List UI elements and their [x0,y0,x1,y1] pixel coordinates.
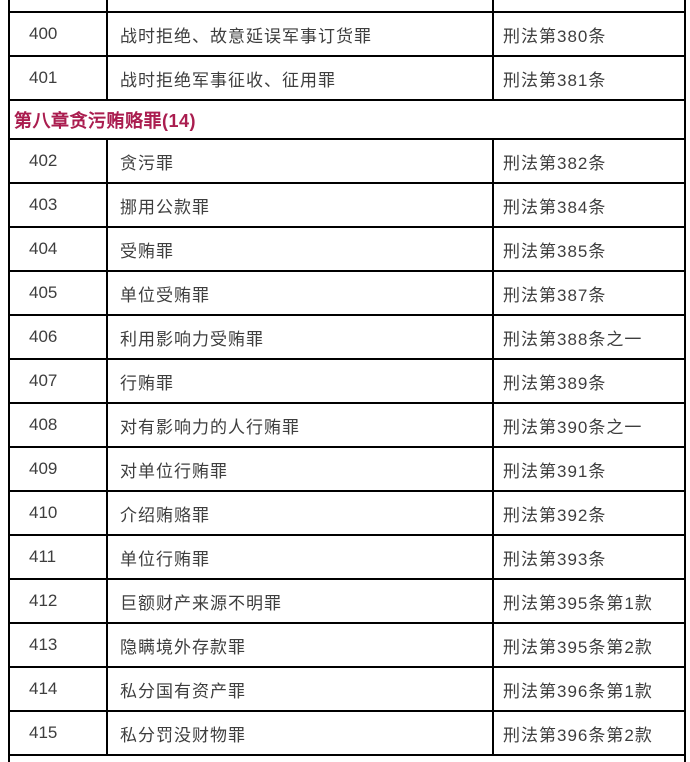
law-article-cell: 刑法第395条第2款 [492,622,686,668]
row-number-cell: 401 [8,55,108,101]
crime-name-cell: 利用影响力受贿罪 [106,314,494,360]
law-article-cell: 刑法第388条之一 [492,314,686,360]
row-number-cell: 409 [8,446,108,492]
crime-name-cell: 私分国有资产罪 [106,666,494,712]
crime-name-cell: 行贿罪 [106,358,494,404]
table-row: 405 单位受贿罪 刑法第387条 [8,270,686,316]
law-article-cell: 刑法第387条 [492,270,686,316]
crime-name-cell: 单位受贿罪 [106,270,494,316]
crime-name-cell: 巨额财产来源不明罪 [106,578,494,624]
table-row-clipped-top [8,0,686,13]
law-article-cell [492,0,686,13]
law-article-cell: 刑法第385条 [492,226,686,272]
table-row: 408 对有影响力的人行贿罪 刑法第390条之一 [8,402,686,448]
crime-name-cell [106,0,494,13]
law-article-cell: 刑法第396条第1款 [492,666,686,712]
table-row: 409 对单位行贿罪 刑法第391条 [8,446,686,492]
table-row: 400 战时拒绝、故意延误军事订货罪 刑法第380条 [8,11,686,57]
row-number-cell: 407 [8,358,108,404]
crime-name-cell: 单位行贿罪 [106,534,494,580]
table-row-clipped-bottom [8,754,686,762]
law-article-cell: 刑法第384条 [492,182,686,228]
row-number-cell: 402 [8,138,108,184]
table-row: 410 介绍贿赂罪 刑法第392条 [8,490,686,536]
table-row: 406 利用影响力受贿罪 刑法第388条之一 [8,314,686,360]
crime-name-cell: 战时拒绝军事征收、征用罪 [106,55,494,101]
crime-name-cell: 隐瞒境外存款罪 [106,622,494,668]
table-row: 414 私分国有资产罪 刑法第396条第1款 [8,666,686,712]
crime-list-table: 400 战时拒绝、故意延误军事订货罪 刑法第380条 401 战时拒绝军事征收、… [8,0,686,762]
crime-name-cell: 对有影响力的人行贿罪 [106,402,494,448]
crime-name-cell: 介绍贿赂罪 [106,490,494,536]
table-row: 412 巨额财产来源不明罪 刑法第395条第1款 [8,578,686,624]
row-number-cell: 405 [8,270,108,316]
law-article-cell: 刑法第391条 [492,446,686,492]
law-article-cell: 刑法第389条 [492,358,686,404]
row-number-cell: 415 [8,710,108,756]
row-number-cell: 414 [8,666,108,712]
row-number-cell: 413 [8,622,108,668]
table-row: 401 战时拒绝军事征收、征用罪 刑法第381条 [8,55,686,101]
table-row: 411 单位行贿罪 刑法第393条 [8,534,686,580]
row-number-cell: 411 [8,534,108,580]
law-article-cell: 刑法第381条 [492,55,686,101]
law-article-cell: 刑法第392条 [492,490,686,536]
table-row: 415 私分罚没财物罪 刑法第396条第2款 [8,710,686,756]
clipped-row-cell [8,754,686,762]
law-article-cell: 刑法第396条第2款 [492,710,686,756]
crime-name-cell: 战时拒绝、故意延误军事订货罪 [106,11,494,57]
table-row: 402 贪污罪 刑法第382条 [8,138,686,184]
row-number-cell: 404 [8,226,108,272]
crime-name-cell: 对单位行贿罪 [106,446,494,492]
row-number-cell: 408 [8,402,108,448]
chapter-header-title: 第八章贪污贿赂罪(14) [8,99,686,140]
law-article-cell: 刑法第380条 [492,11,686,57]
table-row: 407 行贿罪 刑法第389条 [8,358,686,404]
row-number-cell [8,0,108,13]
row-number-cell: 406 [8,314,108,360]
crime-name-cell: 贪污罪 [106,138,494,184]
law-article-cell: 刑法第390条之一 [492,402,686,448]
table-row: 403 挪用公款罪 刑法第384条 [8,182,686,228]
chapter-header-row: 第八章贪污贿赂罪(14) [8,99,686,140]
law-article-cell: 刑法第382条 [492,138,686,184]
crime-name-cell: 挪用公款罪 [106,182,494,228]
row-number-cell: 410 [8,490,108,536]
table-row: 413 隐瞒境外存款罪 刑法第395条第2款 [8,622,686,668]
law-article-cell: 刑法第393条 [492,534,686,580]
row-number-cell: 412 [8,578,108,624]
row-number-cell: 400 [8,11,108,57]
law-article-cell: 刑法第395条第1款 [492,578,686,624]
crime-name-cell: 私分罚没财物罪 [106,710,494,756]
crime-name-cell: 受贿罪 [106,226,494,272]
row-number-cell: 403 [8,182,108,228]
table-row: 404 受贿罪 刑法第385条 [8,226,686,272]
